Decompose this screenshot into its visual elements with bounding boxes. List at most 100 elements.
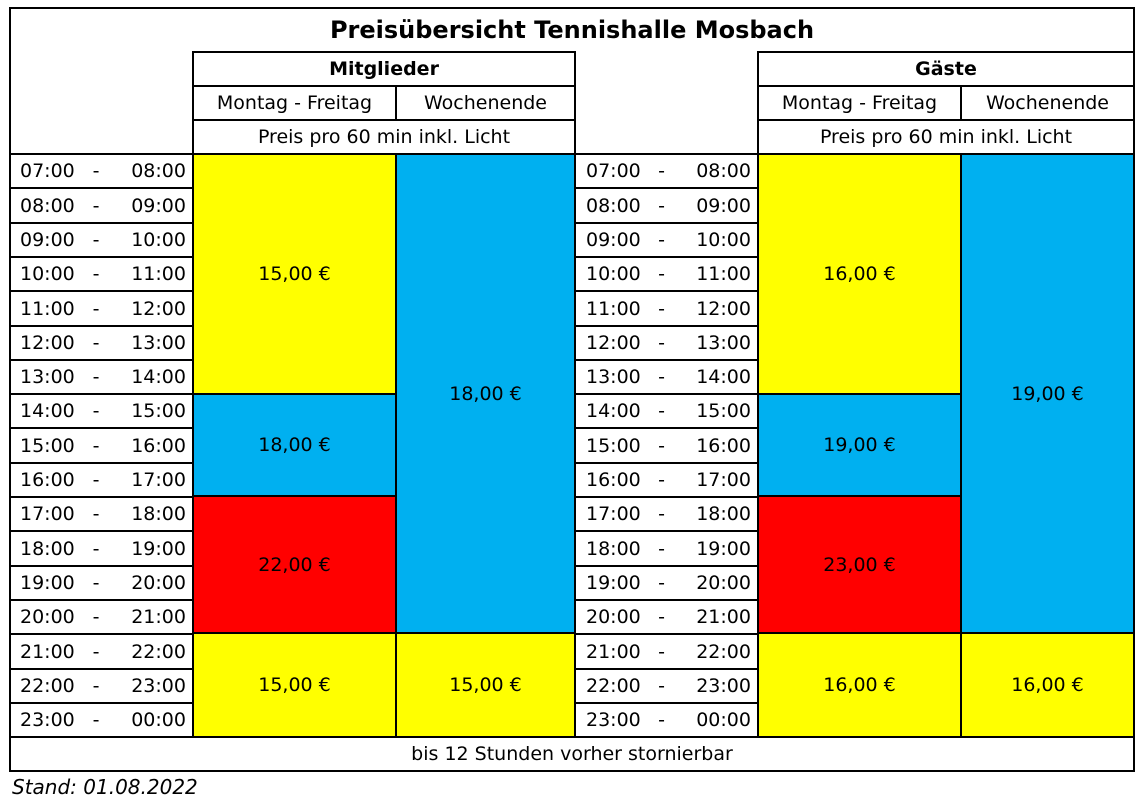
- time-start: 08:00: [20, 194, 75, 217]
- time-start: 20:00: [586, 606, 641, 628]
- time-slot: 21:00- 22:00: [576, 634, 757, 669]
- time-row-divider: [575, 702, 757, 704]
- time-row-divider: [9, 256, 192, 258]
- time-slot: 13:00- 14:00: [10, 360, 192, 394]
- time-slot: 16:00- 17:00: [10, 463, 192, 497]
- time-slot: 13:00- 14:00: [576, 360, 757, 394]
- guests-sep-1: [757, 393, 962, 395]
- time-end: 19:00: [696, 537, 751, 560]
- time-row-divider: [9, 462, 192, 464]
- time-slot: 23:00- 00:00: [576, 703, 757, 737]
- time-slot: 12:00- 13:00: [10, 326, 192, 360]
- time-dash: -: [92, 606, 100, 628]
- time-row-divider: [9, 325, 192, 327]
- time-dash: -: [92, 194, 100, 217]
- time-start: 23:00: [20, 709, 75, 731]
- guests-sep-2: [757, 495, 962, 497]
- time-dash: -: [658, 194, 665, 217]
- time-end: 13:00: [131, 332, 186, 354]
- time-slot: 22:00- 23:00: [576, 669, 757, 703]
- header-line-guests-mid: [757, 85, 1135, 87]
- guests-weekend-price-day: 19,00 €: [961, 154, 1134, 633]
- time-slot: 14:00- 15:00: [10, 394, 192, 428]
- time-dash: -: [658, 640, 665, 663]
- time-start: 07:00: [586, 160, 641, 182]
- time-end: 09:00: [696, 194, 751, 217]
- time-end: 22:00: [131, 640, 186, 663]
- time-start: 09:00: [586, 229, 641, 251]
- guests-weekend-price-late: 16,00 €: [961, 633, 1134, 737]
- time-start: 14:00: [586, 400, 641, 422]
- time-end: 08:00: [696, 160, 751, 182]
- time-dash: -: [92, 263, 100, 285]
- time-slot: 15:00- 16:00: [10, 428, 192, 463]
- time-row-divider: [9, 427, 192, 429]
- time-start: 18:00: [20, 537, 75, 560]
- time-slot: 18:00- 19:00: [10, 531, 192, 566]
- time-dash: -: [92, 537, 100, 560]
- time-slot: 15:00- 16:00: [576, 428, 757, 463]
- time-end: 22:00: [696, 640, 751, 663]
- members-sep-1: [192, 393, 397, 395]
- members-weekday-price-evening: 22,00 €: [193, 496, 396, 633]
- time-end: 17:00: [696, 469, 751, 491]
- time-dash: -: [92, 675, 100, 697]
- time-row-divider: [9, 530, 192, 532]
- time-dash: -: [92, 469, 100, 491]
- members-weekday-price-morning: 15,00 €: [193, 154, 396, 394]
- time-end: 23:00: [131, 675, 186, 697]
- time-start: 21:00: [20, 640, 75, 663]
- time-row-divider: [9, 633, 192, 635]
- time-start: 11:00: [586, 297, 641, 320]
- time-row-divider: [9, 290, 192, 292]
- time-dash: -: [658, 572, 665, 594]
- time-row-divider: [575, 530, 757, 532]
- time-start: 23:00: [586, 709, 641, 731]
- time-start: 19:00: [586, 572, 641, 594]
- header-line-guests-low: [757, 119, 1135, 121]
- time-start: 17:00: [20, 503, 75, 525]
- members-weekend-price-late: 15,00 €: [396, 633, 575, 737]
- time-end: 13:00: [696, 332, 751, 354]
- time-end: 12:00: [131, 297, 186, 320]
- time-slot: 11:00- 12:00: [10, 291, 192, 326]
- guests-weekday-price-late: 16,00 €: [758, 633, 961, 737]
- members-price-note: Preis pro 60 min inkl. Licht: [257, 126, 511, 148]
- stand-date: Stand: 01.08.2022: [12, 775, 198, 799]
- time-end: 17:00: [131, 469, 186, 491]
- time-row-divider: [9, 496, 192, 498]
- members-weekend-price-day: 18,00 €: [396, 154, 575, 633]
- time-row-divider: [9, 668, 192, 670]
- time-start: 22:00: [586, 675, 641, 697]
- time-row-divider: [9, 359, 192, 361]
- guests-weekday-price-evening: 23,00 €: [758, 496, 961, 633]
- time-row-divider: [575, 462, 757, 464]
- members-sep-3: [192, 632, 576, 634]
- guests-weekday-price-morning: 16,00 €: [758, 154, 961, 394]
- time-slot: 19:00- 20:00: [576, 566, 757, 600]
- time-end: 18:00: [131, 503, 186, 525]
- time-slot: 17:00- 18:00: [576, 497, 757, 531]
- time-start: 18:00: [586, 537, 641, 560]
- time-row-divider: [575, 256, 757, 258]
- time-end: 21:00: [696, 606, 751, 628]
- time-row-divider: [575, 359, 757, 361]
- time-end: 18:00: [696, 503, 751, 525]
- time-dash: -: [658, 332, 665, 354]
- time-start: 12:00: [20, 332, 75, 354]
- time-row-divider: [575, 393, 757, 395]
- time-start: 11:00: [20, 297, 75, 320]
- time-dash: -: [658, 400, 665, 422]
- time-dash: -: [658, 709, 665, 731]
- border-right: [1133, 7, 1135, 772]
- time-end: 16:00: [696, 434, 751, 457]
- time-start: 07:00: [20, 160, 75, 182]
- time-end: 10:00: [131, 229, 186, 251]
- time-slot: 18:00- 19:00: [576, 531, 757, 566]
- time-row-divider: [575, 565, 757, 567]
- time-slot: 23:00- 00:00: [10, 703, 192, 737]
- time-dash: -: [92, 400, 100, 422]
- time-slot: 17:00- 18:00: [10, 497, 192, 531]
- members-weekday-price-afternoon: 18,00 €: [193, 394, 396, 496]
